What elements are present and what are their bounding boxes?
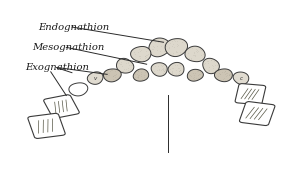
Polygon shape: [87, 72, 103, 84]
FancyBboxPatch shape: [44, 95, 79, 118]
Polygon shape: [165, 39, 188, 57]
Text: Exognathion: Exognathion: [25, 63, 89, 72]
FancyBboxPatch shape: [239, 102, 275, 126]
FancyBboxPatch shape: [235, 84, 266, 105]
Text: Endognathion: Endognathion: [38, 22, 109, 32]
Polygon shape: [187, 69, 203, 81]
Polygon shape: [203, 58, 219, 74]
Polygon shape: [69, 83, 88, 96]
Polygon shape: [185, 46, 205, 62]
Polygon shape: [168, 62, 184, 76]
Polygon shape: [133, 69, 149, 81]
Polygon shape: [103, 69, 121, 82]
Text: c: c: [240, 76, 243, 81]
FancyBboxPatch shape: [28, 113, 65, 138]
Text: v: v: [94, 76, 97, 81]
Polygon shape: [131, 46, 151, 62]
Polygon shape: [233, 72, 249, 84]
Polygon shape: [214, 69, 232, 82]
Polygon shape: [116, 58, 134, 73]
Text: Mesognathion: Mesognathion: [32, 43, 105, 52]
Polygon shape: [151, 63, 167, 76]
Polygon shape: [149, 38, 170, 57]
